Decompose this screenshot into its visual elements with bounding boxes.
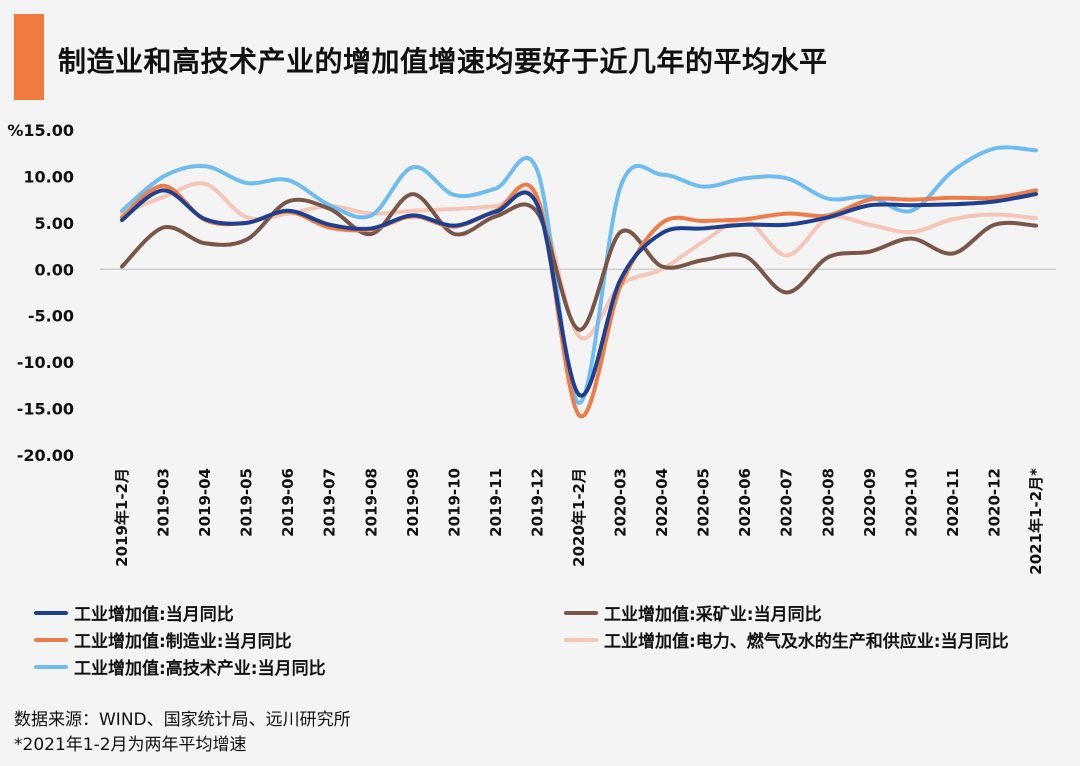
x-tick-label: 2019-07 bbox=[321, 468, 339, 537]
x-tick-label: 2020-06 bbox=[736, 468, 754, 537]
x-tick-label: 2020-07 bbox=[778, 468, 796, 537]
legend-swatch bbox=[564, 637, 598, 642]
x-tick-label: 2019-06 bbox=[279, 468, 297, 537]
y-tick-label: 0.00 bbox=[35, 260, 74, 279]
legend-label: 工业增加值:高技术产业:当月同比 bbox=[74, 659, 326, 679]
legend-swatch bbox=[34, 664, 68, 669]
y-tick-label: -15.00 bbox=[17, 400, 74, 419]
legend-swatch bbox=[34, 610, 68, 615]
legend-label: 工业增加值:制造业:当月同比 bbox=[74, 632, 292, 652]
series-line-3 bbox=[120, 181, 1038, 341]
x-tick-label: 2020-10 bbox=[902, 468, 920, 537]
y-tick-label: -10.00 bbox=[17, 353, 74, 372]
y-tick-label: 5.00 bbox=[35, 214, 74, 233]
chart-title: 制造业和高技术产业的增加值增速均要好于近几年的平均水平 bbox=[58, 45, 828, 78]
x-tick-label: 2020-08 bbox=[819, 468, 837, 537]
legend-swatch bbox=[34, 637, 68, 642]
series-line-0 bbox=[120, 188, 1038, 398]
x-tick-label: 2020年1-2月 bbox=[570, 468, 588, 567]
x-tick-label: 2020-04 bbox=[653, 468, 671, 537]
legend-label: 工业增加值:电力、燃气及水的生产和供应业:当月同比 bbox=[604, 632, 1009, 652]
legend-label: 工业增加值:采矿业:当月同比 bbox=[604, 605, 822, 625]
x-tick-label: 2020-12 bbox=[985, 468, 1003, 537]
x-tick-label: 2019年1-2月 bbox=[113, 468, 131, 567]
x-tick-label: 2019-03 bbox=[155, 468, 173, 537]
x-tick-label: 2019-08 bbox=[362, 468, 380, 537]
x-tick-label: 2020-05 bbox=[695, 468, 713, 537]
line-chart: %15.00 10.00 5.00 0.00 -5.00 -10.00 -15.00 -20.… bbox=[7, 121, 1056, 575]
x-tick-label: 2019-11 bbox=[487, 468, 505, 537]
series-line-4 bbox=[120, 145, 1038, 406]
x-tick-label: 2019-09 bbox=[404, 468, 422, 537]
y-tick-label: 10.00 bbox=[23, 167, 74, 186]
y-tick-label: -5.00 bbox=[28, 307, 74, 326]
x-tick-label: 2019-12 bbox=[528, 468, 546, 537]
footnote: *2021年1-2月为两年平均增速 bbox=[14, 735, 247, 755]
x-tick-label: 2019-05 bbox=[238, 468, 256, 537]
x-tick-label: 2020-09 bbox=[861, 468, 879, 537]
title-accent-bar bbox=[14, 14, 44, 100]
y-tick-label: %15.00 bbox=[7, 121, 74, 140]
x-tick-label: 2019-10 bbox=[445, 468, 463, 537]
x-tick-label: 2021年1-2月* bbox=[1027, 468, 1045, 575]
x-tick-label: 2020-11 bbox=[944, 468, 962, 537]
legend-item: 工业增加值:采矿业:当月同比 bbox=[564, 600, 822, 625]
footer: 数据来源：WIND、国家统计局、远川研究所 *2021年1-2月为两年平均增速 bbox=[14, 708, 351, 758]
legend-label: 工业增加值:当月同比 bbox=[74, 605, 234, 625]
series-line-1 bbox=[120, 192, 1038, 332]
x-tick-label: 2020-03 bbox=[612, 468, 630, 537]
legend-item: 工业增加值:当月同比 bbox=[34, 600, 234, 625]
legend-item: 工业增加值:电力、燃气及水的生产和供应业:当月同比 bbox=[564, 627, 1009, 652]
legend-item: 工业增加值:高技术产业:当月同比 bbox=[34, 654, 326, 679]
legend-item: 工业增加值:制造业:当月同比 bbox=[34, 627, 292, 652]
x-tick-label: 2019-04 bbox=[196, 468, 214, 537]
source-note: 数据来源：WIND、国家统计局、远川研究所 bbox=[14, 710, 351, 730]
y-tick-label: -20.00 bbox=[17, 446, 74, 465]
legend-swatch bbox=[564, 610, 598, 615]
